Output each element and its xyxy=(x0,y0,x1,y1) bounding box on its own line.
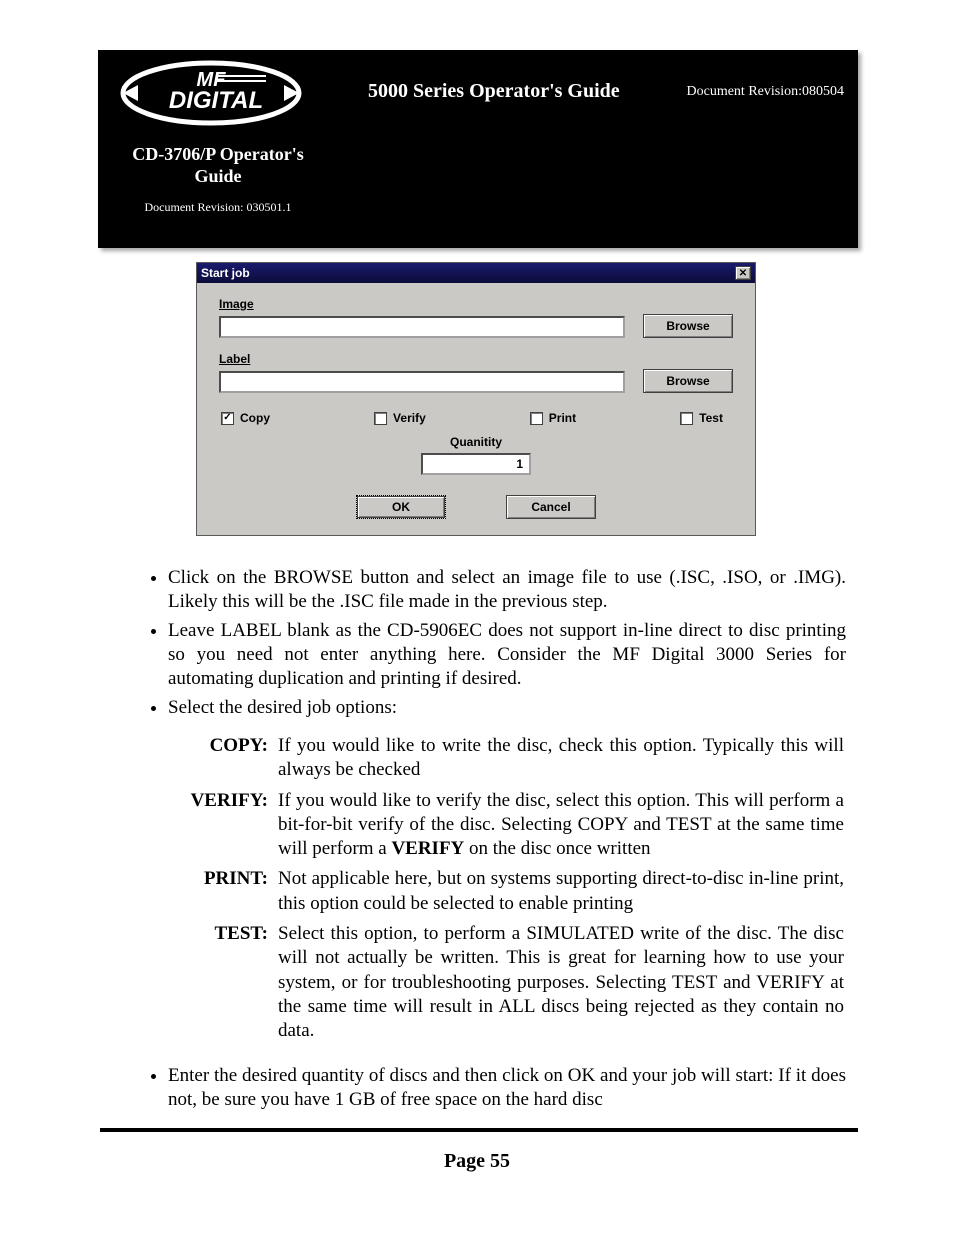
bullet-1: Click on the BROWSE button and select an… xyxy=(168,566,846,615)
verify-checkbox[interactable]: Verify xyxy=(374,411,426,425)
browse-label-button[interactable]: Browse xyxy=(643,369,733,393)
body-text: Click on the BROWSE button and select an… xyxy=(134,566,846,1116)
checkbox-icon xyxy=(680,412,693,425)
test-checkbox[interactable]: Test xyxy=(680,411,723,425)
header-main-title: 5000 Series Operator's Guide xyxy=(368,80,620,103)
dialog-titlebar: Start job ✕ xyxy=(197,263,755,283)
bullet-2: Leave LABEL blank as the CD-5906EC does … xyxy=(168,619,846,692)
image-input[interactable] xyxy=(219,316,625,338)
page-number: Page 55 xyxy=(0,1150,954,1173)
checkbox-icon: ✓ xyxy=(221,412,234,425)
ok-button[interactable]: OK xyxy=(356,495,446,519)
def-print-key: PRINT: xyxy=(168,867,278,922)
header-revision: Document Revision:080504 xyxy=(687,84,845,100)
quantity-input[interactable] xyxy=(421,453,531,475)
image-label: Image xyxy=(219,297,733,311)
close-icon[interactable]: ✕ xyxy=(735,266,751,280)
checkbox-icon xyxy=(530,412,543,425)
copy-checkbox[interactable]: ✓Copy xyxy=(221,411,270,425)
def-test-val: Select this option, to perform a SIMULAT… xyxy=(278,922,844,1050)
svg-text:DIGITAL: DIGITAL xyxy=(169,87,263,114)
header-sub-title: CD-3706/P Operator's Guide xyxy=(118,144,318,187)
browse-image-button[interactable]: Browse xyxy=(643,314,733,338)
def-print-val: Not applicable here, but on systems supp… xyxy=(278,867,844,922)
def-verify-val: If you would like to verify the disc, se… xyxy=(278,789,844,868)
logo: MF DIGITAL xyxy=(116,58,306,128)
label-input[interactable] xyxy=(219,371,625,393)
def-copy-key: COPY: xyxy=(168,734,278,789)
quantity-label: Quanitity xyxy=(219,435,733,449)
checkbox-icon xyxy=(374,412,387,425)
bullet-3: Select the desired job options: xyxy=(168,696,846,720)
dialog-title: Start job xyxy=(201,266,250,280)
def-test-key: TEST: xyxy=(168,922,278,1050)
footer-rule xyxy=(100,1128,858,1132)
print-checkbox[interactable]: Print xyxy=(530,411,576,425)
header-bar: MF DIGITAL 5000 Series Operator's Guide … xyxy=(98,50,858,248)
bullet-4: Enter the desired quantity of discs and … xyxy=(168,1064,846,1113)
label-label: Label xyxy=(219,352,733,366)
cancel-button[interactable]: Cancel xyxy=(506,495,596,519)
def-verify-key: VERIFY: xyxy=(168,789,278,868)
header-sub-revision: Document Revision: 030501.1 xyxy=(118,200,318,215)
def-copy-val: If you would like to write the disc, che… xyxy=(278,734,844,789)
start-job-dialog: Start job ✕ Image Browse Label Browse ✓C… xyxy=(196,262,756,536)
